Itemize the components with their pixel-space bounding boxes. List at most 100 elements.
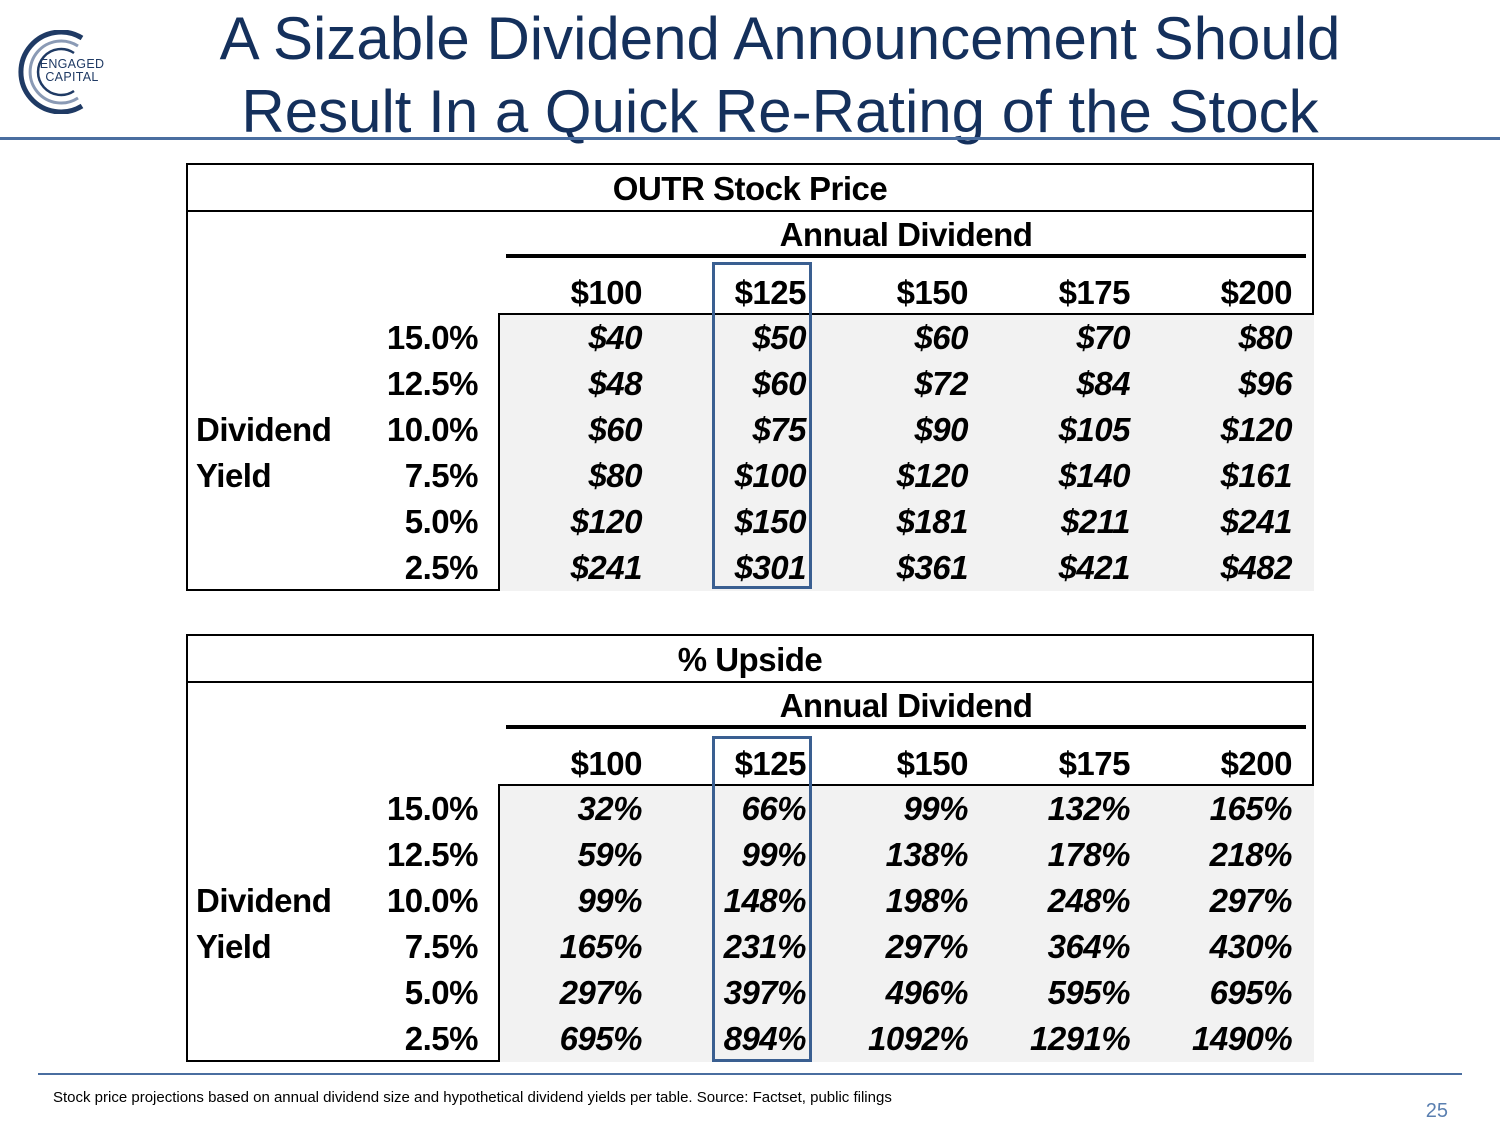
column-header: $150 [896, 274, 969, 311]
table-row: 2.5% 695% 894% 1092% 1291% 1490% [188, 1016, 1312, 1062]
column-header: $100 [570, 745, 643, 782]
yield-label: 15.0% [386, 790, 479, 827]
table-cell: $140 [1058, 457, 1131, 494]
yield-label: 12.5% [386, 365, 479, 402]
table-cell: $50 [752, 319, 806, 356]
title-divider [0, 137, 1500, 140]
table-cell: $211 [1061, 503, 1130, 540]
table-cell: $90 [914, 411, 968, 448]
table-cell: 297% [559, 974, 643, 1011]
table-cell: 165% [1209, 790, 1293, 827]
table-cell: $241 [1220, 503, 1293, 540]
logo-line-1: ENGAGED [39, 57, 105, 71]
table-cell: $60 [914, 319, 968, 356]
logo-text: ENGAGED CAPITAL [32, 58, 112, 84]
table-cell: 99% [741, 836, 806, 873]
table-cell: $150 [734, 503, 807, 540]
table-cell: $75 [752, 411, 806, 448]
table-title: % Upside [188, 636, 1312, 683]
page-title: A Sizable Dividend Announcement Should R… [130, 2, 1430, 148]
table-cell: $40 [588, 319, 642, 356]
table-cell: $70 [1076, 319, 1130, 356]
column-header: $125 [734, 745, 807, 782]
table-cell: 1092% [868, 1020, 969, 1057]
table-cell: 397% [723, 974, 807, 1011]
table-row: 15.0% $40 $50 $60 $70 $80 [188, 315, 1312, 361]
table-row: 2.5% $241 $301 $361 $421 $482 [188, 545, 1312, 591]
row-group-label: Yield [196, 928, 272, 965]
table-cell: 248% [1047, 882, 1131, 919]
table-cell: $100 [734, 457, 807, 494]
table-cell: $241 [570, 549, 643, 586]
table-cell: 1291% [1030, 1020, 1131, 1057]
table-cell: 1490% [1192, 1020, 1293, 1057]
column-header: $200 [1220, 745, 1293, 782]
table-subtitle: Annual Dividend [779, 216, 1033, 253]
table-cell: $48 [588, 365, 642, 402]
column-header: $150 [896, 745, 969, 782]
table-cell: 695% [559, 1020, 643, 1057]
yield-label: 2.5% [404, 549, 479, 586]
table-cell: $301 [734, 549, 807, 586]
column-header: $175 [1058, 274, 1131, 311]
logo-arc-icon [18, 30, 84, 114]
table-row: 5.0% $120 $150 $181 $211 $241 [188, 499, 1312, 545]
highlighted-column-box [712, 262, 812, 589]
yield-label: 5.0% [404, 974, 479, 1011]
table-cell: 218% [1209, 836, 1293, 873]
table-row: 10.0% $60 $75 $90 $105 $120 [188, 407, 1312, 453]
table-cell: 430% [1209, 928, 1293, 965]
table-values-area [498, 784, 1314, 1062]
table-row: 12.5% 59% 99% 138% 178% 218% [188, 832, 1312, 878]
table-values-area [498, 313, 1314, 591]
title-line-2: Result In a Quick Re-Rating of the Stock [241, 78, 1319, 145]
yield-label: 10.0% [386, 882, 479, 919]
table-row: 10.0% 99% 148% 198% 248% 297% [188, 878, 1312, 924]
table-cell: 32% [577, 790, 642, 827]
table-cell: 99% [903, 790, 968, 827]
table-cell: 59% [577, 836, 642, 873]
table-row: 12.5% $48 $60 $72 $84 $96 [188, 361, 1312, 407]
table-cell: 148% [723, 882, 807, 919]
subtitle-divider [506, 254, 1306, 258]
table-cell: $120 [1220, 411, 1293, 448]
table-cell: $421 [1058, 549, 1131, 586]
row-group-label: Dividend [196, 882, 332, 919]
yield-label: 15.0% [386, 319, 479, 356]
table-cell: $181 [896, 503, 969, 540]
table-title: OUTR Stock Price [188, 165, 1312, 212]
title-line-1: A Sizable Dividend Announcement Should [219, 5, 1341, 72]
table-cell: $482 [1220, 549, 1293, 586]
table-cell: 178% [1047, 836, 1131, 873]
footnote: Stock price projections based on annual … [53, 1089, 892, 1106]
subtitle-divider [506, 725, 1306, 729]
column-header: $100 [570, 274, 643, 311]
table-cell: 695% [1209, 974, 1293, 1011]
table-cell: 198% [885, 882, 969, 919]
table-cell: 138% [885, 836, 969, 873]
yield-label: 7.5% [404, 928, 479, 965]
table-cell: 364% [1047, 928, 1131, 965]
footer-divider [38, 1073, 1462, 1075]
table-row: 5.0% 297% 397% 496% 595% 695% [188, 970, 1312, 1016]
table-cell: 894% [723, 1020, 807, 1057]
page-number: 25 [1425, 1100, 1448, 1122]
table-cell: $60 [752, 365, 806, 402]
yield-label: 12.5% [386, 836, 479, 873]
upside-table: % Upside Annual Dividend $100 $125 $150 … [186, 634, 1314, 1062]
row-group-label: Dividend [196, 411, 332, 448]
stock-price-table: OUTR Stock Price Annual Dividend $100 $1… [186, 163, 1314, 591]
table-cell: $120 [896, 457, 969, 494]
table-cell: 165% [559, 928, 643, 965]
table-cell: $72 [914, 365, 968, 402]
table-cell: 496% [885, 974, 969, 1011]
yield-label: 5.0% [404, 503, 479, 540]
table-row: 7.5% 165% 231% 297% 364% 430% [188, 924, 1312, 970]
row-group-label: Yield [196, 457, 272, 494]
table-cell: $96 [1238, 365, 1292, 402]
table-cell: $161 [1220, 457, 1293, 494]
table-cell: $105 [1058, 411, 1131, 448]
table-cell: $84 [1076, 365, 1130, 402]
table-row: 15.0% 32% 66% 99% 132% 165% [188, 786, 1312, 832]
engaged-capital-logo: ENGAGED CAPITAL [4, 30, 114, 114]
